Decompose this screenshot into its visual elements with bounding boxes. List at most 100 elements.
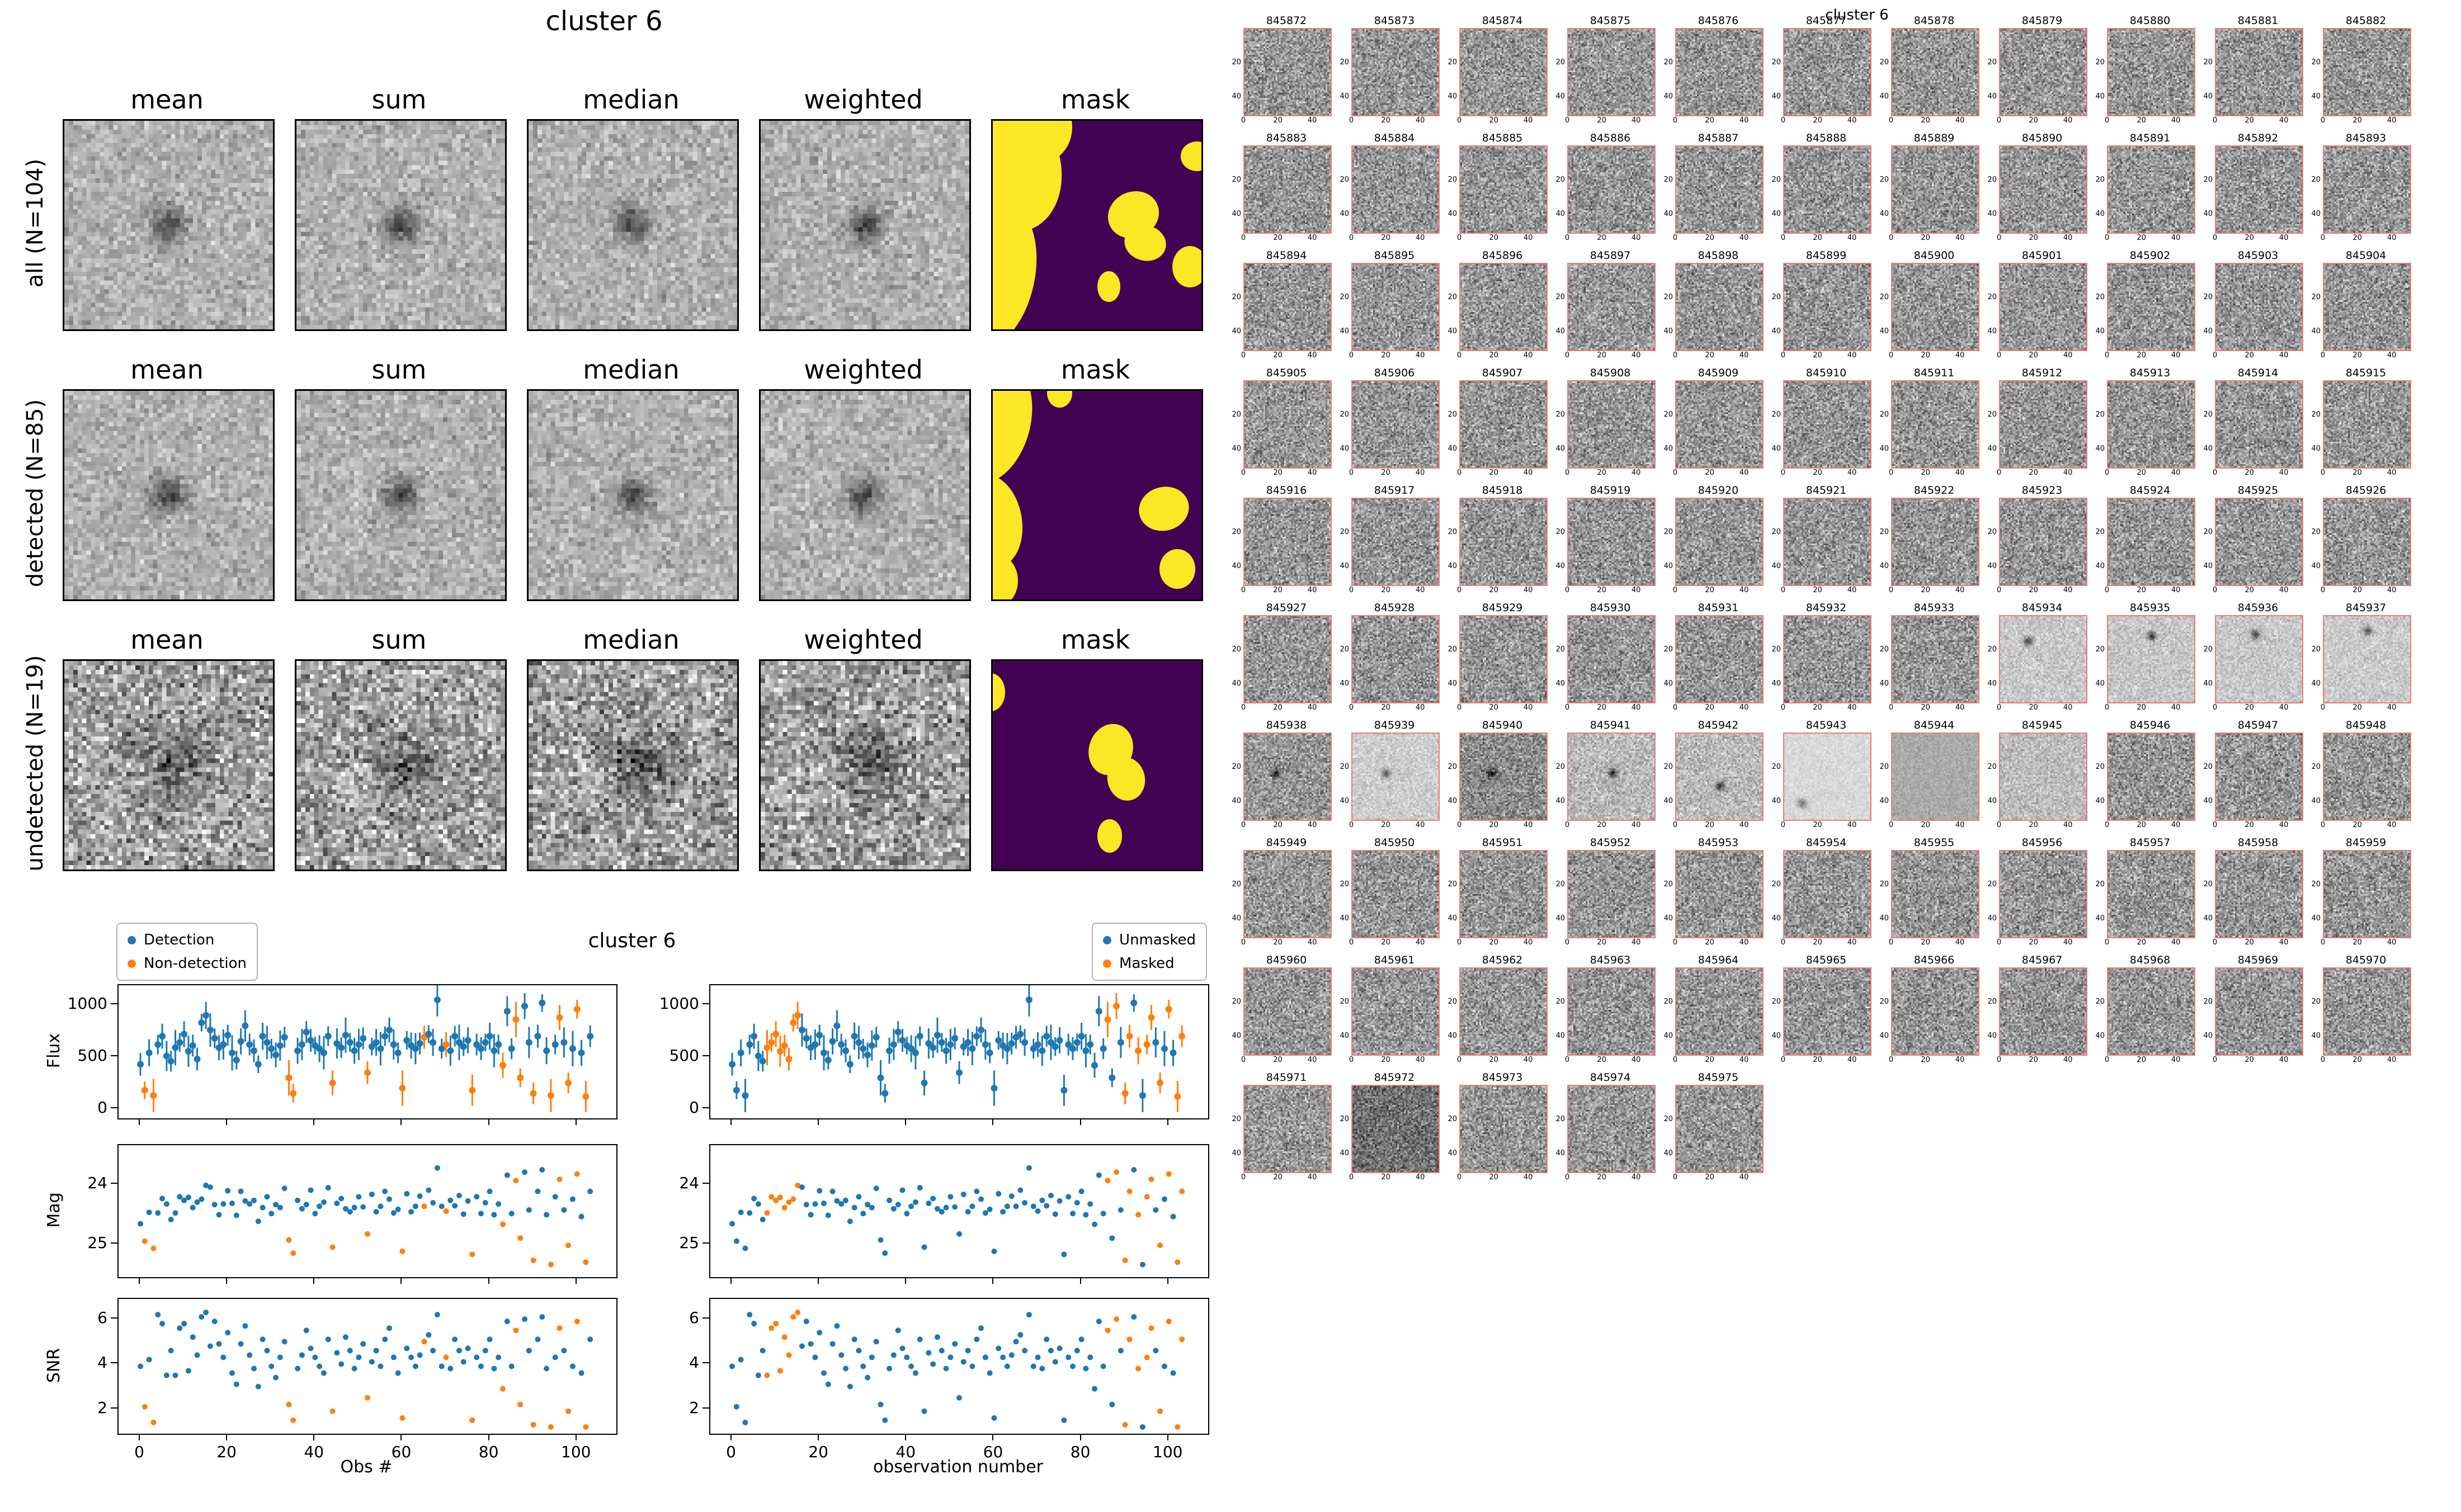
cutout-xtick-label: 20	[2349, 351, 2366, 360]
cutout-title: 845875	[1567, 15, 1653, 27]
cutout-ytick-label: 40	[2089, 914, 2105, 923]
cutout-ytick-label: 40	[1225, 445, 1241, 453]
cutout-xtick-label: 0	[1667, 351, 1684, 360]
cutout-ytick-label: 20	[1549, 1115, 1565, 1123]
cutout-xtick-label: 40	[2059, 351, 2076, 360]
cutout-xtick-label: 40	[2275, 469, 2292, 477]
cutout-xtick-label: 0	[1559, 234, 1576, 242]
cutout-ytick-label: 40	[1549, 797, 1565, 805]
cutout-xtick-label: 20	[1486, 1056, 1502, 1064]
cutout-ytick-label: 20	[2089, 58, 2105, 67]
cutout-ytick-label: 20	[2089, 293, 2105, 301]
cutout-image	[1567, 733, 1656, 821]
cutout-title: 845931	[1675, 602, 1761, 614]
cutout-image	[1999, 498, 2087, 586]
cutout-ytick-label: 40	[2197, 92, 2213, 101]
cutout-title: 845889	[1891, 132, 1977, 144]
cutout-ytick-label: 20	[1549, 645, 1565, 654]
cutout-ytick-label: 40	[1873, 327, 1889, 336]
cutout-xtick-label: 0	[2099, 1056, 2115, 1064]
cutout-xtick-label: 40	[1844, 116, 1860, 125]
cutout-xtick-label: 20	[1701, 703, 1718, 712]
cutout-ytick-label: 20	[2305, 528, 2321, 536]
cutout-title: 845919	[1567, 484, 1653, 497]
cutout-xtick-label: 20	[1809, 234, 1826, 242]
cutout-xtick-label: 40	[1736, 234, 1752, 242]
cutout-image	[2107, 498, 2195, 586]
cutout-image	[1675, 145, 1764, 234]
cutout-xtick-label: 20	[2133, 351, 2150, 360]
cutout-ytick-label: 20	[2305, 998, 2321, 1006]
cutout-image	[2215, 263, 2303, 351]
cutout-ytick-label: 40	[1657, 797, 1673, 805]
cutout-xtick-label: 40	[2383, 1056, 2400, 1064]
cutout-xtick-label: 40	[2275, 1056, 2292, 1064]
cutout-image	[1243, 1085, 1332, 1173]
cutout-title: 845923	[1999, 484, 2085, 497]
cutout-xtick-label: 0	[1559, 703, 1576, 712]
cutout-title: 845927	[1243, 602, 1329, 614]
cutout-xtick-label: 20	[1593, 1173, 1610, 1182]
cutout-xtick-label: 0	[1343, 234, 1360, 242]
cutout-image	[1351, 615, 1440, 703]
cutout-xtick-label: 40	[1736, 1173, 1752, 1182]
cutout-xtick-label: 20	[1917, 116, 1934, 125]
cutout-image	[1675, 498, 1764, 586]
cutout-xtick-label: 40	[2059, 821, 2076, 829]
cutout-ytick-label: 40	[1657, 1032, 1673, 1040]
cutout-title: 845896	[1459, 249, 1545, 262]
cutout-xtick-label: 20	[1917, 703, 1934, 712]
cutout-image	[1891, 28, 1979, 116]
cutout-ytick-label: 40	[1549, 1149, 1565, 1157]
cutout-ytick-label: 20	[1981, 880, 1997, 889]
cutout-image	[1351, 28, 1440, 116]
cutout-image	[1783, 380, 1871, 469]
stamp-panel-title: cluster 6	[520, 6, 688, 37]
cutout-ytick-label: 20	[1441, 528, 1457, 536]
cutout-xtick-label: 0	[1343, 821, 1360, 829]
cutout-ytick-label: 40	[1549, 92, 1565, 101]
cutout-title: 845940	[1459, 719, 1545, 731]
cutout-ytick-label: 20	[1225, 998, 1241, 1006]
cutout-image	[1783, 498, 1871, 586]
cutout-title: 845908	[1567, 367, 1653, 379]
cutout-title: 845966	[1891, 954, 1977, 966]
cutout-image	[2107, 615, 2195, 703]
cutout-xtick-label: 20	[2241, 586, 2258, 594]
cutout-xtick-label: 0	[2207, 703, 2223, 712]
cutout-image	[1459, 967, 1548, 1056]
cutout-xtick-label: 0	[1667, 234, 1684, 242]
cutout-xtick-label: 0	[1991, 703, 2007, 712]
cutout-title: 845942	[1675, 719, 1761, 731]
cutout-xtick-label: 40	[2275, 586, 2292, 594]
cutout-image	[1891, 498, 1979, 586]
cutout-xtick-label: 0	[1559, 1056, 1576, 1064]
cutout-image	[1243, 263, 1332, 351]
cutout-image	[2107, 967, 2195, 1056]
cutout-xtick-label: 40	[2167, 1056, 2184, 1064]
cutout-xtick-label: 20	[2349, 938, 2366, 947]
cutout-ytick-label: 40	[1441, 679, 1457, 688]
cutout-title: 845913	[2107, 367, 2193, 379]
cutout-ytick-label: 40	[1333, 562, 1349, 570]
cutout-xtick-label: 40	[2167, 469, 2184, 477]
cutout-xtick-label: 20	[1701, 938, 1718, 947]
cutout-image	[1567, 850, 1656, 938]
cutout-xtick-label: 20	[1593, 586, 1610, 594]
cutout-xtick-label: 0	[1775, 703, 1791, 712]
cutout-ytick-label: 40	[1225, 679, 1241, 688]
cutout-title: 845957	[2107, 837, 2193, 849]
cutout-xtick-label: 0	[1775, 116, 1791, 125]
cutout-ytick-label: 20	[1441, 880, 1457, 889]
cutout-xtick-label: 20	[1486, 351, 1502, 360]
cutout-xtick-label: 20	[1809, 1056, 1826, 1064]
cutout-title: 845910	[1783, 367, 1869, 379]
cutout-xtick-label: 0	[1235, 116, 1252, 125]
cutout-ytick-label: 20	[1333, 998, 1349, 1006]
cutout-ytick-label: 20	[2197, 763, 2213, 771]
cutout-image	[1999, 733, 2087, 821]
cutout-ytick-label: 20	[1765, 645, 1781, 654]
cutout-ytick-label: 20	[1333, 1115, 1349, 1123]
cutout-xtick-label: 40	[1520, 234, 1536, 242]
cutout-ytick-label: 20	[1657, 880, 1673, 889]
